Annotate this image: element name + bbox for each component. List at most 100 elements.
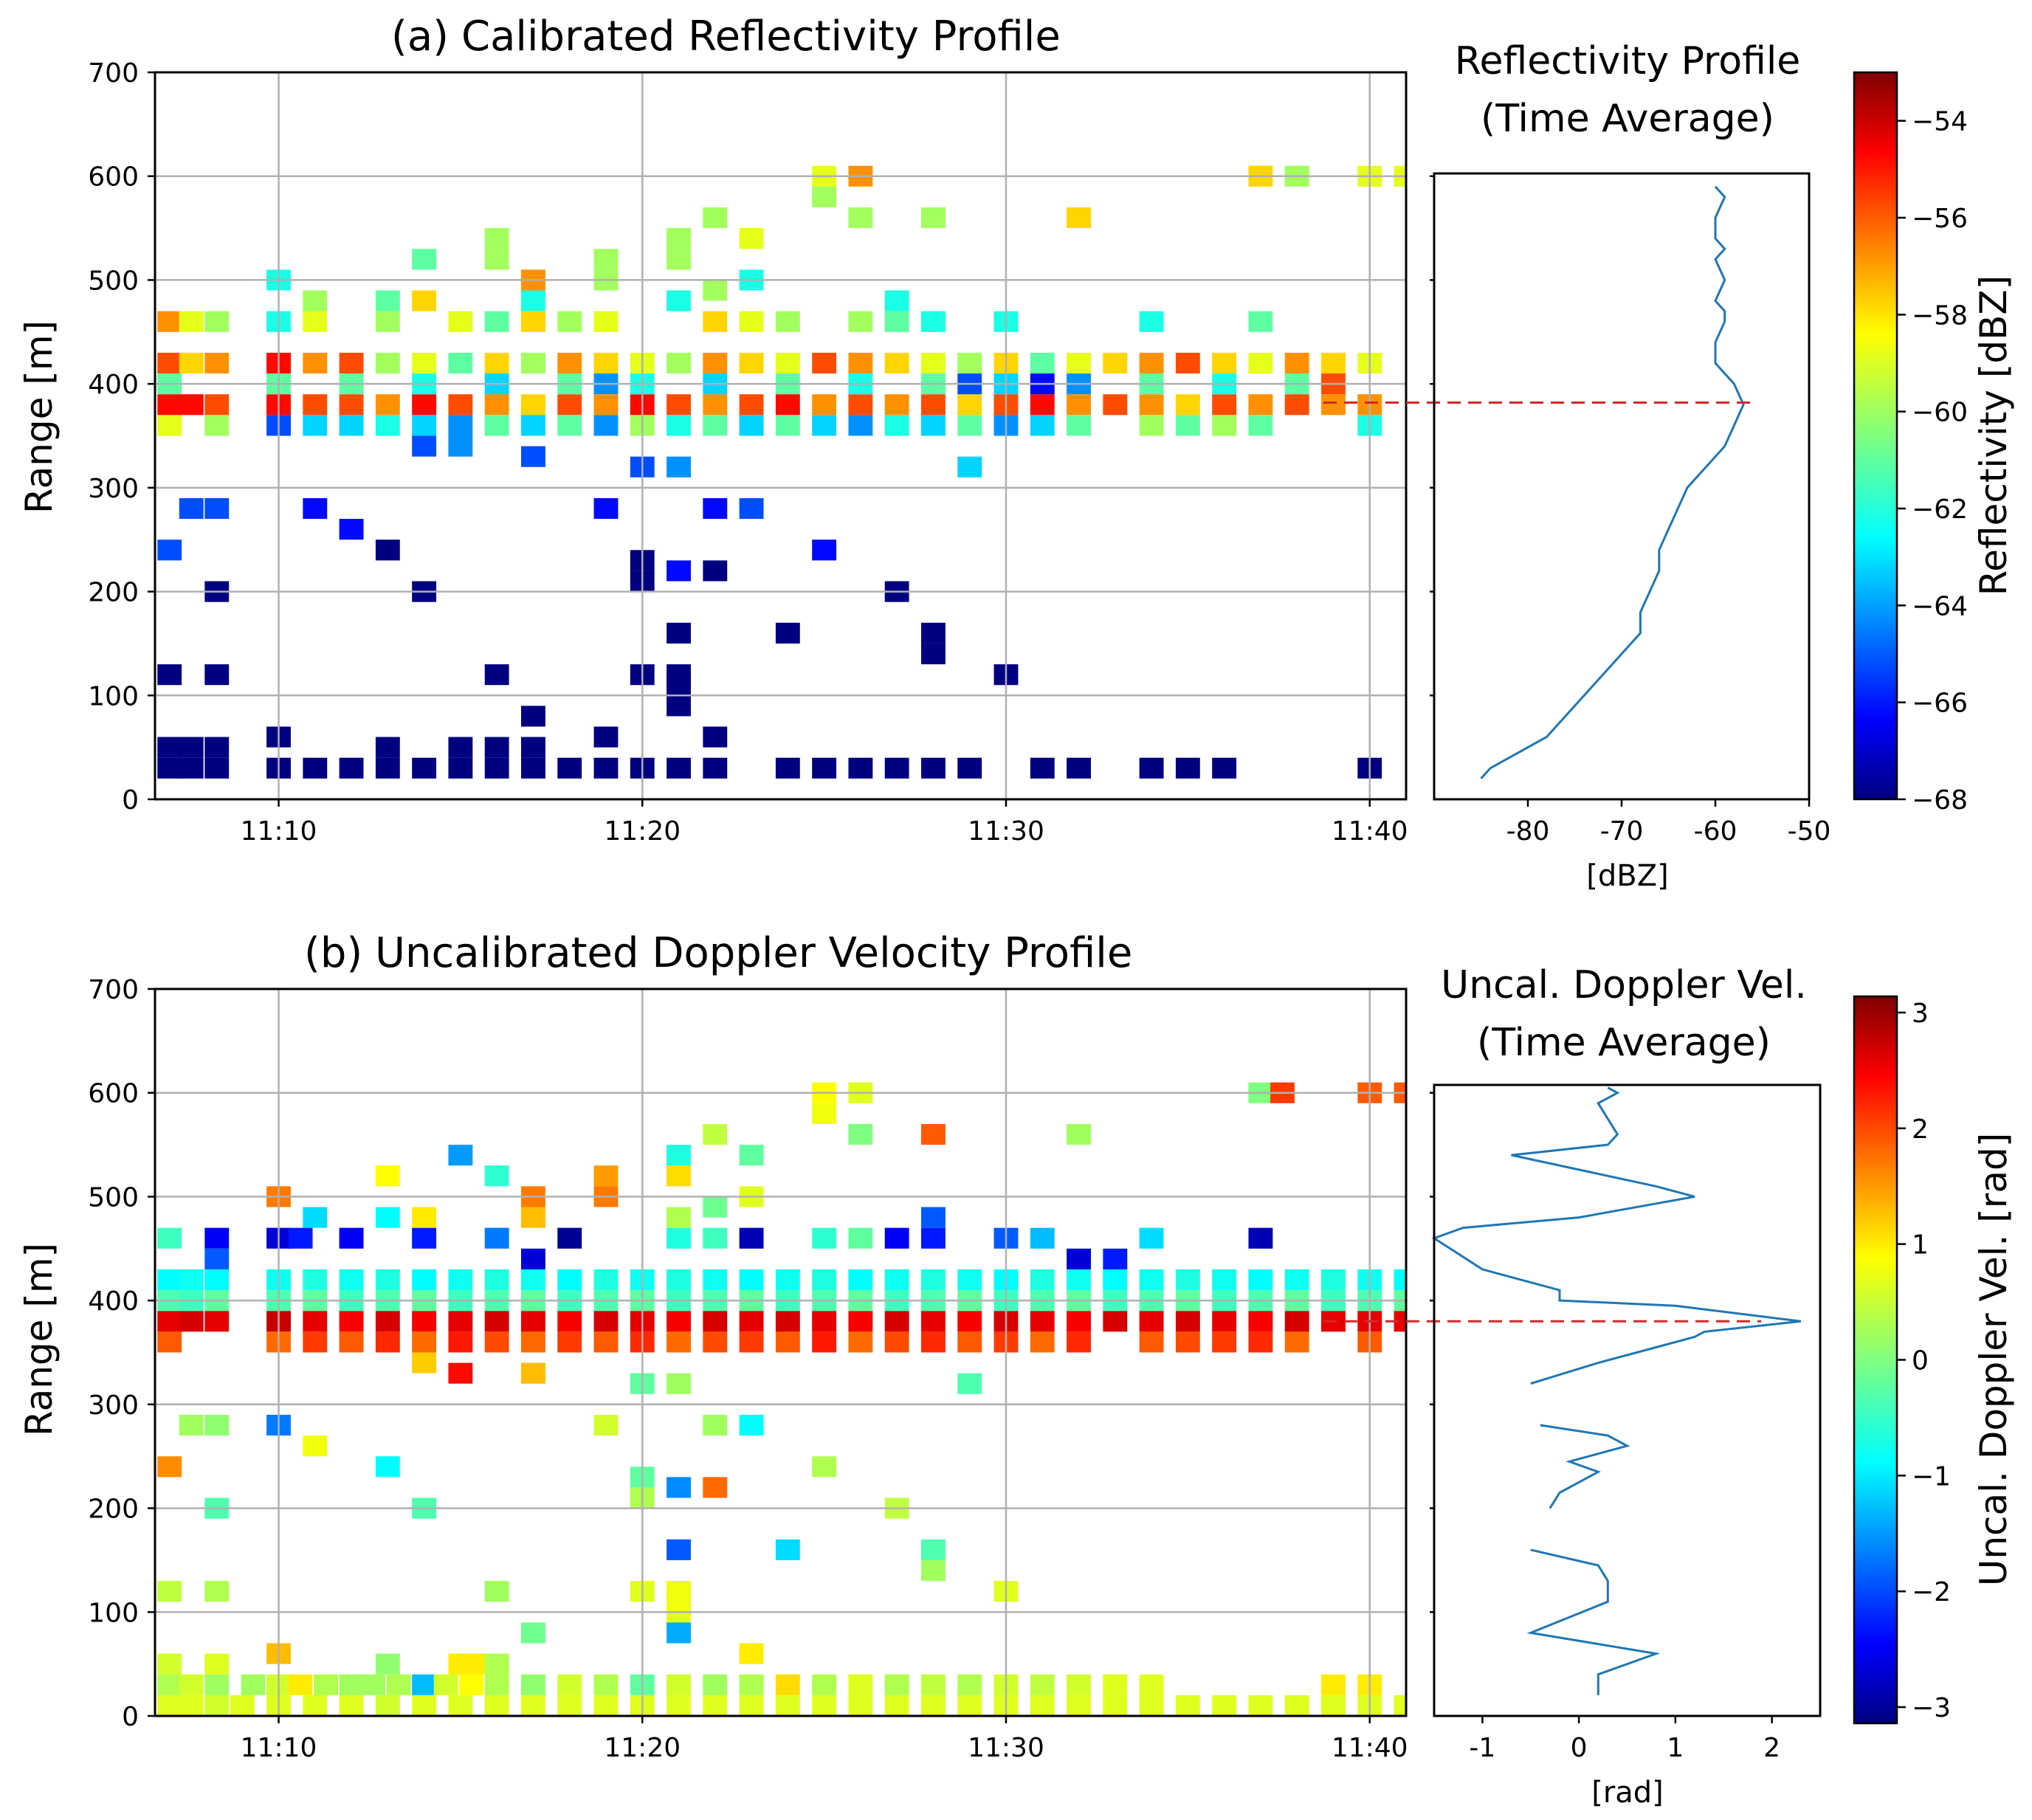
heatmap-b-cell-164 [739,1331,764,1353]
heatmap-a-cell-229 [739,228,764,249]
heatmap-a-cell-24 [957,757,982,779]
heatmap-a-ytick-label-2: 200 [88,578,139,608]
heatmap-b-cell-81 [157,1581,182,1602]
heatmap-b-cell-162 [667,1331,691,1353]
heatmap-b-cell-256 [484,1227,509,1249]
heatmap-b-cell-64 [1030,1674,1055,1695]
heatmap-b-cell-104 [739,1414,764,1436]
heatmap-a-cell-0 [157,757,182,779]
heatmap-b-cell-80 [667,1622,691,1644]
heatmap-b-cell-257 [521,1248,545,1269]
heatmap-a-cell-119 [557,352,582,374]
profile-a-xtick-label-3: -50 [1788,816,1831,847]
heatmap-b-cell-44 [361,1674,386,1695]
heatmap-b-cell-290 [739,1145,764,1166]
heatmap-b-cell-271 [1139,1227,1164,1249]
heatmap-b-cell-152 [303,1331,328,1353]
heatmap-b-cell-285 [448,1145,473,1166]
heatmap-a-cell-227 [667,249,691,270]
heatmap-a-cell-90 [739,394,764,416]
heatmap-b-cell-177 [1248,1331,1273,1353]
heatmap-b-cell-195 [703,1269,728,1291]
heatmap-a-cell-198 [448,311,473,332]
heatmap-a-cell-56 [375,540,400,561]
heatmap-a-cell-63 [204,497,230,520]
profile-a: Reflectivity Profile (Time Average) -80-… [1323,39,1830,893]
heatmap-a-cell-93 [848,394,873,416]
heatmap-a-xtick-label-3: 11:40 [1332,816,1408,847]
heatmap-a-cell-76 [204,394,230,416]
heatmap-b-cell-6 [339,1695,364,1716]
heatmap-a-cell-222 [884,290,909,311]
heatmap-a-cell-215 [412,290,437,311]
heatmap-b-cell-165 [775,1331,800,1353]
heatmap-b-cell-192 [593,1269,619,1291]
heatmap-b-cell-281 [593,1165,619,1187]
heatmap-a-cell-123 [703,352,728,374]
heatmap-a-cell-65 [339,519,364,540]
heatmap-a-cell-167 [375,415,400,436]
profile-a-series-0 [1480,185,1745,779]
heatmap-b-cell-137 [957,1311,982,1332]
profile-b-xtick-label-3: 2 [1763,1733,1780,1763]
heatmap-b-cell-199 [848,1269,873,1291]
heatmap-a-ytick-label-6: 600 [88,162,139,193]
heatmap-b-ytick-label-4: 400 [88,1286,139,1317]
heatmap-b-cell-127 [593,1311,619,1332]
heatmap-a-cell-168 [412,415,437,436]
heatmap-b-cell-198 [812,1269,837,1291]
heatmap-a-cell-236 [1067,207,1091,229]
panel-b-ylabel: Range [m] [18,1243,61,1436]
profile-a-xtick-label-2: -60 [1694,816,1737,847]
heatmap-b-cell-114 [957,1373,982,1394]
profile-a-xtick-label-1: -70 [1600,816,1644,847]
heatmap-b-cell-100 [667,1477,691,1498]
heatmap-a-cell-9 [375,757,400,779]
heatmap-a-axes: 0 100 200 300 400 500 600 700 11:10 11:20 11:30 11:… [88,58,1408,847]
heatmap-a-cell-104 [1248,394,1273,416]
heatmap-b-cell-31 [1248,1695,1273,1716]
heatmap-b-cell-172 [1030,1331,1055,1353]
heatmap-a-cell-165 [303,415,328,436]
heatmap-b-cell-21 [884,1695,909,1716]
heatmap-b-cell-136 [921,1311,946,1332]
heatmap-b-cell-1 [179,1695,204,1716]
heatmap-a-cell-139 [1284,352,1309,374]
heatmap-a-cell-162 [157,415,182,436]
colorbar-a-tick-label-1: −66 [1912,689,1968,719]
heatmap-b-cell-210 [1248,1269,1273,1291]
heatmap-a-cell-234 [848,207,873,229]
heatmap-b-cell-130 [703,1311,728,1332]
heatmap-b-axes: 0 100 200 300 400 500 600 700 11:10 11:20 11:30 11:… [88,975,1408,1763]
heatmap-a-cell-2 [204,757,230,779]
heatmap-b-cell-163 [703,1331,728,1353]
heatmap-a-cell-19 [775,757,800,779]
heatmap-a-cell-130 [957,352,982,374]
heatmap-a-cell-207 [884,311,909,332]
heatmap-b-ytick-label-5: 500 [88,1182,139,1213]
colorbar-a-tick-label-7: −54 [1912,107,1968,137]
heatmap-a-cell-186 [1067,415,1091,436]
heatmap-b-cell-83 [484,1581,509,1602]
heatmap-b-cell-51 [557,1674,582,1695]
heatmap-b-cell-3 [230,1695,255,1716]
heatmap-b-cell-30 [1212,1695,1237,1716]
heatmap-b-cell-27 [1103,1695,1128,1716]
profile-a-title-line1: Reflectivity Profile [1455,39,1801,83]
heatmap-a-cell-214 [375,290,400,311]
heatmap-a-cell-64 [303,497,328,520]
heatmap-a-cell-75 [179,394,204,416]
heatmap-a-cell-12 [484,757,509,779]
heatmap-a-cell-78 [303,394,328,416]
heatmap-b-cell-212 [1321,1269,1346,1291]
heatmap-a-cell-140 [1321,352,1346,374]
heatmap-b-cell-131 [739,1311,764,1332]
heatmap-b-cell-57 [775,1674,800,1695]
heatmap-b-xtick-label-3: 11:40 [1332,1733,1408,1763]
heatmap-a-ytick-label-5: 500 [88,266,139,296]
heatmap-b-cell-26 [1067,1695,1091,1716]
heatmap-a-cell-166 [339,415,364,436]
heatmap-a-cell-49 [667,622,691,644]
heatmap-b-cell-250 [204,1227,230,1249]
heatmap-b-cell-68 [1321,1674,1346,1695]
